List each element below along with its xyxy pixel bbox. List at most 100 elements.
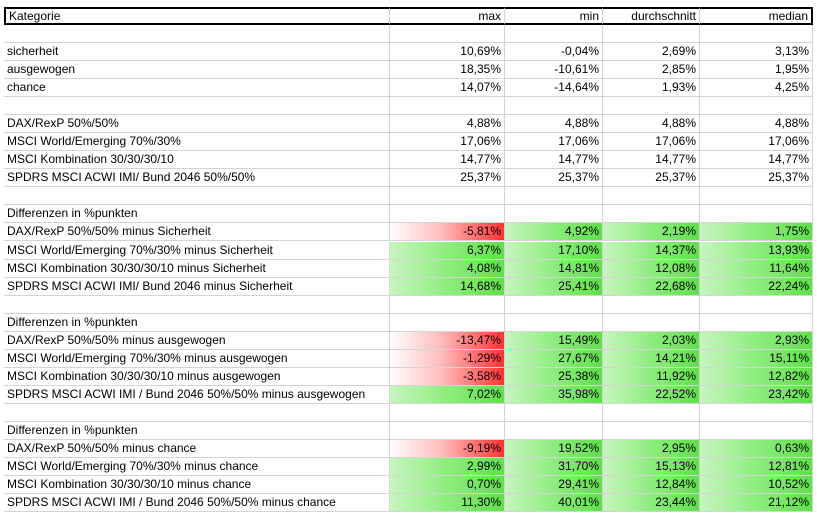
row-label: MSCI World/Emerging 70%/30% minus chance (4, 458, 390, 476)
value-cell: -3,58% (390, 367, 505, 386)
value-cell: 25,37% (505, 169, 603, 188)
empty-cell (505, 205, 603, 224)
empty-cell (390, 295, 505, 314)
value-cell: 2,95% (603, 439, 700, 458)
row-label: DAX/RexP 50%/50% minus chance (4, 439, 390, 458)
header-cell: min (505, 7, 603, 25)
empty-cell (700, 187, 813, 206)
value-cell: 0,70% (390, 476, 505, 495)
value-cell: 1,93% (603, 79, 700, 98)
value-cell: 4,92% (505, 223, 603, 242)
row-label: DAX/RexP 50%/50% minus ausgewogen (4, 331, 390, 350)
value-cell: 12,81% (700, 458, 813, 476)
value-cell: 1,95% (700, 61, 813, 80)
value-cell: 4,88% (390, 115, 505, 134)
value-cell: 31,70% (505, 458, 603, 476)
row-label: sicherheit (4, 43, 390, 62)
value-cell: 2,03% (603, 331, 700, 350)
empty-cell (505, 403, 603, 422)
value-cell: 23,42% (700, 385, 813, 404)
value-cell: 14,77% (505, 151, 603, 170)
value-cell: -0,04% (505, 43, 603, 62)
value-cell: 12,08% (603, 259, 700, 278)
row-label: ausgewogen (4, 61, 390, 80)
value-cell: 27,67% (505, 349, 603, 368)
value-cell: 25,41% (505, 277, 603, 296)
empty-cell (4, 187, 390, 206)
value-cell: 22,52% (603, 385, 700, 404)
value-cell: -10,61% (505, 61, 603, 80)
empty-cell (505, 421, 603, 440)
value-cell: 17,06% (700, 133, 813, 152)
empty-cell (700, 295, 813, 314)
value-cell: 11,92% (603, 367, 700, 386)
section-heading: Differenzen in %punkten (4, 313, 390, 332)
empty-cell (4, 25, 390, 44)
value-cell: 11,30% (390, 494, 505, 513)
empty-cell (700, 205, 813, 224)
value-cell: 3,13% (700, 43, 813, 62)
value-cell: 13,93% (700, 241, 813, 260)
row-label: SPDRS MSCI ACWI IMI/ Bund 2046 minus Sic… (4, 277, 390, 296)
empty-cell (603, 421, 700, 440)
row-label: SPDRS MSCI ACWI IMI / Bund 2046 50%/50% … (4, 494, 390, 513)
row-label: MSCI Kombination 30/30/30/10 minus ausge… (4, 367, 390, 386)
empty-cell (505, 187, 603, 206)
empty-cell (390, 25, 505, 44)
empty-cell (505, 97, 603, 116)
value-cell: 18,35% (390, 61, 505, 80)
value-cell: 14,21% (603, 349, 700, 368)
value-cell: 25,37% (603, 169, 700, 188)
empty-cell (390, 97, 505, 116)
value-cell: 17,10% (505, 241, 603, 260)
value-cell: 2,85% (603, 61, 700, 80)
empty-cell (603, 97, 700, 116)
value-cell: 35,98% (505, 385, 603, 404)
row-label: MSCI Kombination 30/30/30/10 (4, 151, 390, 170)
row-label: MSCI Kombination 30/30/30/10 minus Siche… (4, 259, 390, 278)
row-label: DAX/RexP 50%/50% minus Sicherheit (4, 223, 390, 242)
value-cell: 25,37% (700, 169, 813, 188)
row-label: SPDRS MSCI ACWI IMI / Bund 2046 50%/50% … (4, 385, 390, 404)
empty-cell (505, 295, 603, 314)
value-cell: 23,44% (603, 494, 700, 513)
value-cell: 2,99% (390, 458, 505, 476)
value-cell: 4,88% (505, 115, 603, 134)
value-cell: 17,06% (603, 133, 700, 152)
value-cell: 19,52% (505, 439, 603, 458)
value-cell: 10,69% (390, 43, 505, 62)
value-cell: 14,81% (505, 259, 603, 278)
value-cell: 15,13% (603, 458, 700, 476)
value-cell: 14,77% (390, 151, 505, 170)
empty-cell (603, 313, 700, 332)
row-label: MSCI Kombination 30/30/30/10 minus chanc… (4, 476, 390, 495)
empty-cell (4, 97, 390, 116)
row-label: DAX/RexP 50%/50% (4, 115, 390, 134)
value-cell: 6,37% (390, 241, 505, 260)
value-cell: 40,01% (505, 494, 603, 513)
empty-cell (505, 25, 603, 44)
value-cell: 4,88% (603, 115, 700, 134)
empty-cell (700, 97, 813, 116)
value-cell: -1,29% (390, 349, 505, 368)
row-label: MSCI World/Emerging 70%/30% (4, 133, 390, 152)
value-cell: 14,77% (700, 151, 813, 170)
empty-cell (4, 295, 390, 314)
value-cell: 15,49% (505, 331, 603, 350)
value-cell: 14,68% (390, 277, 505, 296)
value-cell: 17,06% (505, 133, 603, 152)
value-cell: 12,82% (700, 367, 813, 386)
header-cell: Kategorie (4, 7, 390, 25)
value-cell: 14,37% (603, 241, 700, 260)
row-label: MSCI World/Emerging 70%/30% minus ausgew… (4, 349, 390, 368)
empty-cell (4, 403, 390, 422)
section-heading: Differenzen in %punkten (4, 205, 390, 224)
value-cell: 4,25% (700, 79, 813, 98)
value-cell: 2,93% (700, 331, 813, 350)
empty-cell (603, 295, 700, 314)
value-cell: 10,52% (700, 476, 813, 495)
header-cell: max (390, 7, 505, 25)
value-cell: 14,07% (390, 79, 505, 98)
row-label: chance (4, 79, 390, 98)
